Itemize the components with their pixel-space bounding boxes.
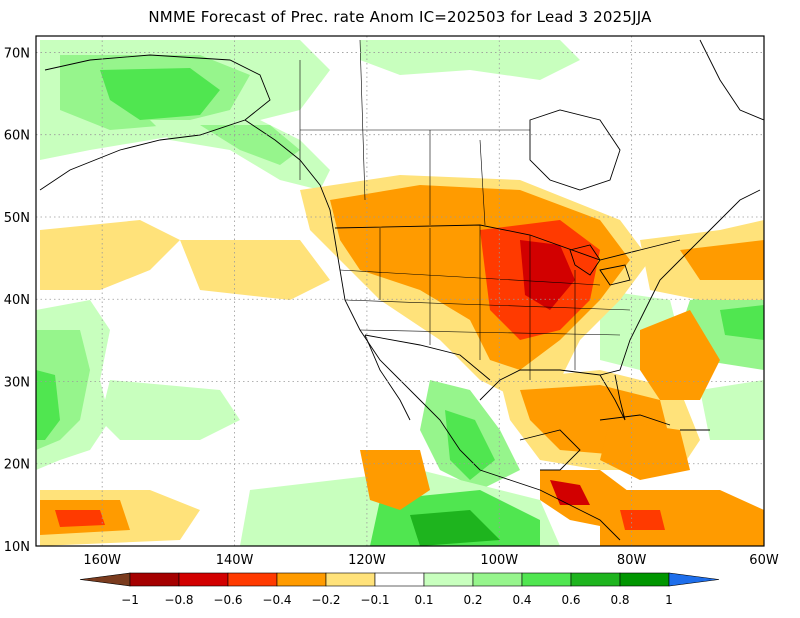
- lat-tick-label: 60N: [4, 129, 30, 144]
- lon-tick-label: 120W: [348, 553, 386, 568]
- dry-area-caribbean-south: [600, 490, 764, 546]
- colorbar-segment: [423, 572, 474, 587]
- wet-area-pacific-east: [100, 380, 240, 440]
- colorbar-label: −0.6: [213, 593, 242, 607]
- colorbar-segment: [79, 572, 131, 587]
- dry-area-atlantic-ne-core: [680, 240, 764, 280]
- colorbar: [79, 572, 720, 587]
- colorbar-segment: [276, 572, 327, 587]
- colorbar-label: 0.4: [512, 593, 531, 607]
- lon-tick-label: 160W: [83, 553, 121, 568]
- dry-area-atlantic-west: [640, 310, 720, 400]
- lat-tick-label: 50N: [4, 211, 30, 226]
- latitude-labels: 70N 60N 50N 40N 30N 20N 10N: [4, 46, 30, 555]
- lon-tick-label: 140W: [216, 553, 254, 568]
- wet-area-atlantic-core: [720, 305, 764, 340]
- lat-tick-label: 70N: [4, 46, 30, 61]
- colorbar-label: −0.8: [164, 593, 193, 607]
- lon-tick-label: 80W: [617, 553, 647, 568]
- lat-tick-label: 10N: [4, 540, 30, 555]
- colorbar-label: 1: [665, 593, 673, 607]
- colorbar-segment: [178, 572, 229, 587]
- colorbar-label: −0.1: [360, 593, 389, 607]
- wet-area-mexico-core: [445, 410, 495, 480]
- dry-area-pacific-nw: [40, 220, 180, 290]
- colorbar-segment: [521, 572, 572, 587]
- lon-tick-label: 100W: [480, 553, 518, 568]
- colorbar-segment: [570, 572, 621, 587]
- wet-area-pacific-peak: [36, 370, 60, 440]
- colorbar-segment: [668, 572, 720, 587]
- map-title: NMME Forecast of Prec. rate Anom IC=2025…: [148, 8, 652, 26]
- dry-area-midwest-peak: [520, 240, 575, 310]
- dry-area-central-america-peak: [550, 480, 590, 505]
- lon-tick-label: 60W: [749, 553, 779, 568]
- colorbar-segment: [472, 572, 523, 587]
- coastlines: [39, 39, 764, 541]
- colorbar-segment: [227, 572, 278, 587]
- plot-frame: [35, 35, 765, 547]
- colorbar-segment: [325, 572, 376, 587]
- dry-area-pacific-mid: [180, 240, 330, 300]
- wet-area-atlantic-south: [700, 380, 764, 440]
- colorbar-label: 0.1: [414, 593, 433, 607]
- lat-tick-label: 40N: [4, 293, 30, 308]
- dry-area-mexico-pacific: [360, 450, 430, 510]
- wet-area-arctic: [360, 40, 580, 80]
- wet-area-alaska-peak: [100, 68, 220, 120]
- colorbar-segment: [374, 572, 425, 587]
- colorbar-labels: −1 −0.8 −0.6 −0.4 −0.2 −0.1 0.1 0.2 0.4 0.6 0.8 1: [121, 593, 673, 607]
- colorbar-label: 0.6: [561, 593, 580, 607]
- colorbar-segment: [129, 572, 180, 587]
- lat-tick-label: 20N: [4, 458, 30, 473]
- colorbar-label: −0.2: [311, 593, 340, 607]
- colorbar-label: 0.8: [610, 593, 629, 607]
- colorbar-label: 0.2: [463, 593, 482, 607]
- wet-area-east-pacific-peak: [410, 510, 500, 546]
- lat-tick-label: 30N: [4, 375, 30, 390]
- colorbar-label: −1: [121, 593, 139, 607]
- colorbar-segment: [619, 572, 670, 587]
- dry-area-caribbean-south-peak: [620, 510, 665, 530]
- colorbar-label: −0.4: [262, 593, 291, 607]
- dry-area-caribbean: [600, 420, 690, 480]
- longitude-labels: 160W 140W 120W 100W 80W 60W: [83, 553, 778, 568]
- dry-area-pacific-south-peak: [55, 510, 105, 527]
